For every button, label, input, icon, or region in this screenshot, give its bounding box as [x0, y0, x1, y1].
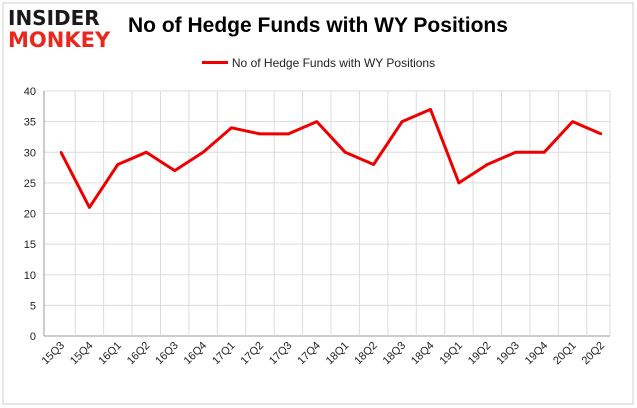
y-tick-label: 20 — [24, 209, 36, 221]
data-point — [400, 120, 404, 123]
y-tick-label: 0 — [30, 331, 36, 343]
x-tick-label: 16Q3 — [153, 340, 181, 368]
data-point — [542, 151, 546, 154]
x-tick-label: 16Q4 — [182, 340, 210, 368]
data-point — [457, 181, 461, 185]
data-point — [429, 108, 432, 111]
data-point — [173, 169, 176, 172]
data-point — [145, 151, 148, 154]
x-tick-label: 19Q4 — [523, 340, 551, 368]
data-point — [287, 132, 290, 136]
y-tick-label: 15 — [24, 239, 36, 251]
x-tick-label: 15Q3 — [40, 340, 68, 368]
legend-swatch — [201, 61, 228, 65]
x-tick-label: 19Q2 — [466, 340, 494, 368]
x-tick-label: 17Q4 — [295, 340, 323, 368]
chart-frame — [2, 2, 634, 405]
y-tick-label: 40 — [24, 86, 36, 98]
chart-legend: No of Hedge Funds with WY Positions — [0, 56, 637, 72]
data-point — [59, 151, 63, 154]
x-tick-label: 18Q1 — [324, 340, 352, 368]
data-point — [486, 163, 489, 166]
logo-text-insider: INSIDER — [8, 6, 100, 30]
data-point — [116, 163, 120, 166]
x-tick-label: 20Q2 — [580, 340, 608, 368]
x-tick-label: 16Q1 — [96, 340, 124, 368]
logo-text-monkey: MONKEY — [8, 28, 111, 52]
data-point — [514, 151, 517, 154]
x-tick-label: 16Q2 — [125, 340, 153, 368]
legend-label: No of Hedge Funds with WY Positions — [231, 56, 436, 70]
data-point — [258, 132, 262, 136]
y-tick-label: 35 — [24, 117, 36, 129]
y-tick-label: 10 — [24, 270, 36, 282]
x-tick-label: 20Q1 — [551, 340, 579, 368]
x-tick-label: 18Q3 — [381, 340, 409, 368]
data-point — [315, 120, 318, 123]
y-tick-label: 25 — [24, 178, 36, 190]
data-point — [344, 151, 347, 154]
data-point — [372, 163, 375, 166]
x-tick-label: 19Q1 — [437, 340, 465, 368]
y-tick-label: 5 — [30, 300, 36, 312]
x-tick-label: 17Q3 — [267, 340, 295, 368]
y-tick-label: 30 — [24, 147, 36, 159]
series-line — [59, 107, 602, 209]
x-tick-label: 18Q2 — [352, 340, 380, 368]
data-point — [201, 151, 205, 154]
insider-monkey-logo: INSIDER MONKEY — [8, 6, 120, 56]
x-tick-label: 15Q4 — [68, 340, 96, 368]
x-tick-label: 17Q2 — [239, 340, 267, 368]
x-tick-label: 17Q1 — [210, 340, 238, 368]
data-point — [571, 120, 574, 123]
data-point — [230, 126, 233, 129]
x-tick-label: 19Q3 — [494, 340, 522, 368]
x-tick-label: 18Q4 — [409, 340, 437, 368]
data-point — [88, 206, 91, 209]
chart-title: No of Hedge Funds with WY Positions — [128, 14, 508, 37]
data-point — [599, 132, 603, 136]
